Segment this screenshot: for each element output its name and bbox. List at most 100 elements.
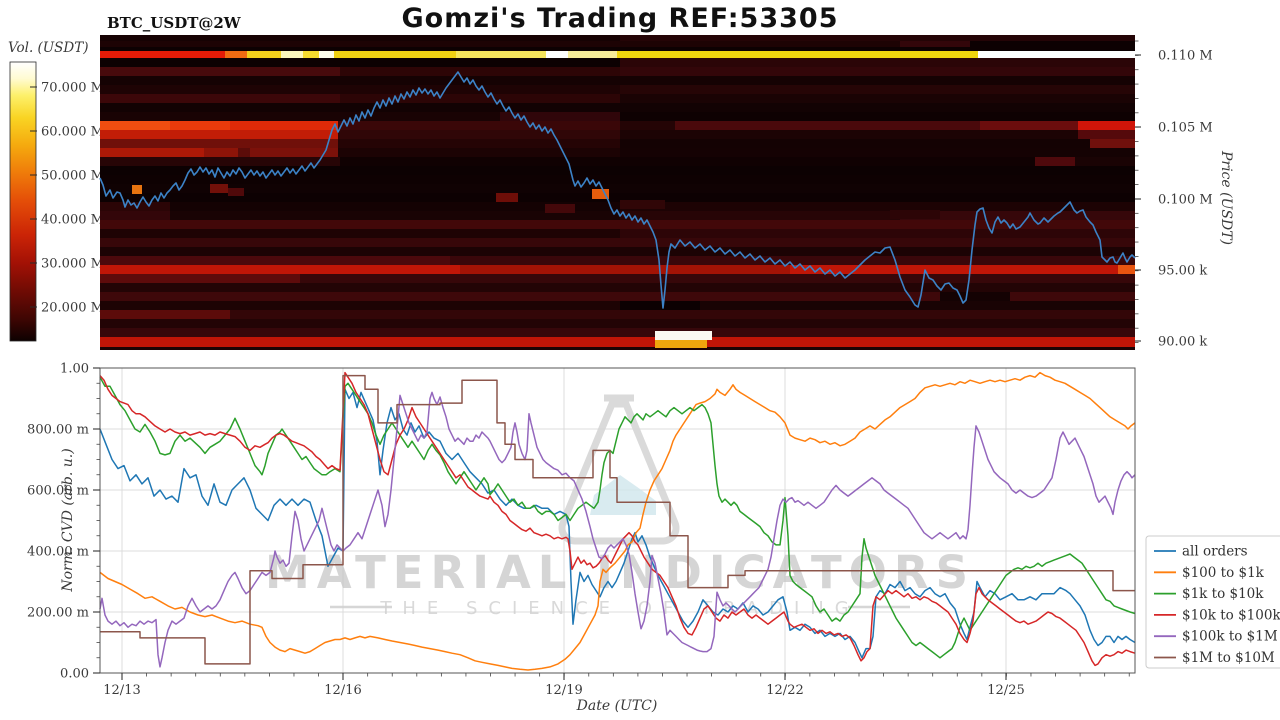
heatmap-row-segment: [334, 51, 456, 58]
heatmap-row-segment: [319, 51, 334, 58]
legend-item-label: $1k to $10k: [1182, 586, 1264, 602]
series-line--1m-to-10m: [100, 374, 1135, 665]
heatmap-row-segment: [100, 139, 338, 148]
series-line--100k-to-1m: [99, 391, 1136, 668]
series-line-all-orders: [99, 388, 1136, 659]
heatmap-row-segment: [100, 301, 620, 310]
legend-item-label: all orders: [1182, 544, 1248, 560]
colorbar-tick-label: 30.000 M: [41, 257, 104, 272]
page-title: Gomzi's Trading REF:53305: [401, 3, 838, 34]
heatmap-row-segment: [100, 157, 340, 166]
heatmap-row-segment: [620, 229, 1135, 238]
date-tick-label: 12/19: [545, 683, 582, 698]
cvd-series: [99, 371, 1136, 671]
heatmap-row-segment: [100, 35, 620, 41]
date-axis-label: Date (UTC): [576, 698, 658, 714]
heatmap-block: [655, 331, 712, 340]
heatmap-row-segment: [100, 193, 1135, 202]
legend-box: [1145, 535, 1280, 669]
material-indicators-logo-icon: [558, 394, 680, 545]
heatmap-row-segment: [100, 148, 230, 157]
heatmap-row-segment: [940, 292, 1010, 301]
heatmap-row-segment: [340, 157, 1035, 166]
heatmap-row-segment: [456, 51, 546, 58]
colorbar-title: Vol. (USDT): [8, 40, 89, 56]
colorbar-tick-label: 20.000 M: [41, 301, 104, 316]
legend-item: all orders: [1154, 544, 1248, 560]
heatmap-row-segment: [100, 76, 1135, 85]
heatmap-row-segment: [1010, 292, 1135, 301]
heatmap-block: [655, 340, 707, 348]
heatmap-row-segment: [338, 121, 620, 130]
heatmap-row-segment: [620, 121, 675, 130]
heatmap-row-segment: [250, 148, 338, 157]
cvd-y-axis-label: Norm. CVD (arb. u.): [60, 448, 76, 592]
heatmap-row-segment: [100, 94, 340, 103]
legend-item-label: $10k to $100k: [1182, 607, 1280, 623]
colorbar-tick-label: 60.000 M: [41, 125, 104, 140]
colorbar-gradient: [9, 61, 37, 342]
colorbar-tick-label: 70.000 M: [41, 81, 104, 96]
heatmap-row-segment: [247, 51, 281, 58]
heatmap-row-segment: [620, 58, 1135, 67]
heatmap-row-segment: [620, 211, 900, 220]
heatmap-row-segment: [500, 112, 620, 121]
heatmap-row-segment: [225, 51, 247, 58]
price-tick-label: 95.00 k: [1158, 264, 1207, 279]
price-tick-label: 0.100 M: [1158, 193, 1213, 208]
date-tick-label: 12/16: [324, 683, 361, 698]
heatmap-block: [496, 193, 518, 202]
watermark-title: MATERIAL INDICATORS: [265, 546, 975, 599]
legend-item: $10k to $100k: [1154, 607, 1280, 623]
colorbar-tick-label: 40.000 M: [41, 213, 104, 228]
heatmap-row-segment: [620, 112, 1135, 121]
price-line: [99, 71, 1136, 309]
cvd-y-tick-label: 0.00: [60, 667, 89, 682]
heatmap-row-segment: [620, 35, 1135, 41]
cvd-y-tick-label: 400.00 m: [27, 545, 89, 560]
cvd-y-tick-label: 800.00 m: [27, 423, 89, 438]
legend: all orders $100 to $1k $1k to $10k $10k to …: [1145, 535, 1280, 669]
heatmap-row-segment: [978, 51, 1135, 58]
heatmap-row-segment: [100, 211, 170, 220]
volume-colorbar: Vol. (USDT) 70.000 M 60.000 M 50.000 M 40.0…: [8, 40, 104, 342]
cvd-gridlines: [100, 367, 1135, 674]
date-tick-label: 12/22: [766, 683, 803, 698]
heatmap-row-segment: [546, 51, 568, 58]
legend-item: $1M to $10M: [1154, 650, 1275, 666]
watermark: MATERIAL INDICATORS THE SCIENCE OF TRADI…: [265, 394, 975, 619]
heatmap-row-segment: [100, 202, 170, 211]
legend-item-label: $1M to $10M: [1182, 650, 1275, 666]
heatmap-row-segment: [100, 247, 1135, 256]
heatmap-row-segment: [100, 310, 230, 319]
heatmap-block: [204, 148, 238, 157]
legend-item-label: $100 to $1k: [1182, 565, 1265, 581]
heatmap-row-segment: [100, 121, 170, 130]
heatmap-row-segment: [303, 51, 319, 58]
heatmap-row-segment: [620, 301, 700, 310]
heatmap-row-segment: [100, 175, 1135, 184]
heatmap-row-segment: [100, 85, 620, 94]
heatmap-row-segment: [675, 121, 980, 130]
heatmap-row-segment: [450, 256, 1135, 265]
heatmap-row-segment: [1075, 157, 1135, 166]
heatmap-row-segment: [230, 121, 338, 130]
legend-item: $100k to $1M: [1154, 629, 1278, 645]
heatmap-row-segment: [100, 274, 300, 283]
heatmap-row-segment: [900, 41, 970, 47]
price-tick-label: 0.105 M: [1158, 121, 1213, 136]
heatmap-row-segment: [620, 67, 1135, 76]
heatmap-row-segment: [170, 211, 620, 220]
cvd-y-tick-label: 200.00 m: [27, 606, 89, 621]
cvd-axes: 1.00 800.00 m 600.00 m 400.00 m 200.00 m 0.00…: [27, 362, 1136, 698]
heatmap-row-segment: [620, 202, 1135, 211]
heatmap-row-segment: [338, 130, 620, 139]
heatmap-row-segment: [1078, 121, 1135, 130]
heatmap-row-segment: [100, 112, 500, 121]
cvd-y-tick-label: 600.00 m: [27, 484, 89, 499]
legend-item: $1k to $10k: [1154, 586, 1264, 602]
heatmap-row-segment: [170, 202, 620, 211]
heatmap-row-segment: [100, 220, 1135, 229]
date-tick-label: 12/25: [987, 683, 1024, 698]
heatmap-row-segment: [620, 94, 1135, 103]
